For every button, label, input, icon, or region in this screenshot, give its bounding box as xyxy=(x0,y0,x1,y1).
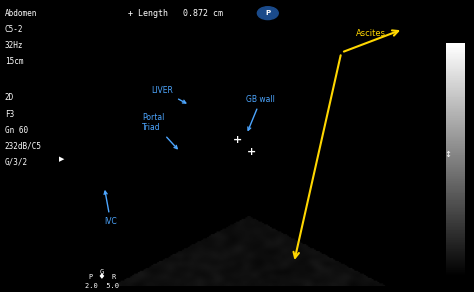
Text: 32Hz: 32Hz xyxy=(5,41,23,50)
Text: + Length   0.872 cm: + Length 0.872 cm xyxy=(128,9,223,18)
Text: 2D: 2D xyxy=(5,93,14,102)
Text: +: + xyxy=(232,135,242,145)
Text: ↕: ↕ xyxy=(445,150,451,159)
Text: GB wall: GB wall xyxy=(246,95,275,130)
Polygon shape xyxy=(100,273,104,279)
Text: P: P xyxy=(88,274,92,280)
Text: 232dB/C5: 232dB/C5 xyxy=(5,142,42,151)
Circle shape xyxy=(257,7,278,20)
Text: F3: F3 xyxy=(5,110,14,119)
Text: 2.0  5.0: 2.0 5.0 xyxy=(85,283,119,289)
Text: +: + xyxy=(246,147,256,157)
Text: Abdomen: Abdomen xyxy=(5,9,37,18)
Text: R: R xyxy=(111,274,116,280)
Text: LIVER: LIVER xyxy=(152,86,186,103)
Text: G/3/2: G/3/2 xyxy=(5,158,28,167)
Text: Portal
Triad: Portal Triad xyxy=(142,113,177,149)
Text: 15cm: 15cm xyxy=(5,57,23,66)
Text: Gn 60: Gn 60 xyxy=(5,126,28,135)
Text: IVC: IVC xyxy=(104,191,117,226)
Text: P: P xyxy=(265,10,270,16)
Text: Ascites: Ascites xyxy=(356,29,385,38)
Text: ▶: ▶ xyxy=(59,156,64,162)
Text: C5-2: C5-2 xyxy=(5,25,23,34)
Text: G: G xyxy=(100,269,104,274)
